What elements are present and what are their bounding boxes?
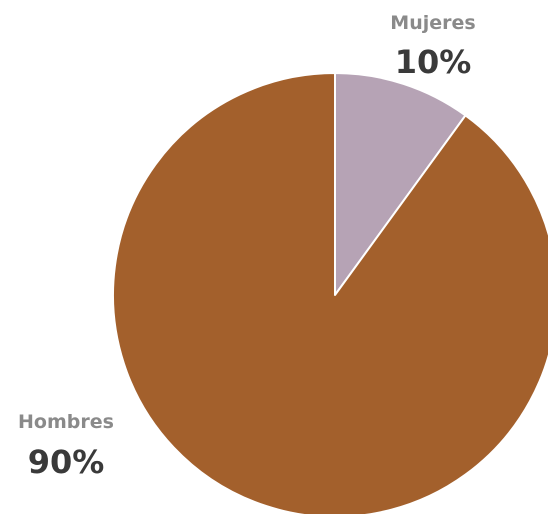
pie-slice-mujeres — [334, 72, 467, 296]
slices-layer — [112, 72, 548, 514]
slice-label-hombres: Hombres — [18, 411, 114, 433]
pie-slice-hombres — [112, 72, 548, 514]
slice-value-mujeres: 10% — [395, 43, 472, 81]
labels-layer: Mujeres 10% Hombres 90% — [18, 12, 476, 481]
slice-value-hombres: 90% — [28, 443, 105, 481]
slice-label-mujeres: Mujeres — [390, 12, 475, 34]
